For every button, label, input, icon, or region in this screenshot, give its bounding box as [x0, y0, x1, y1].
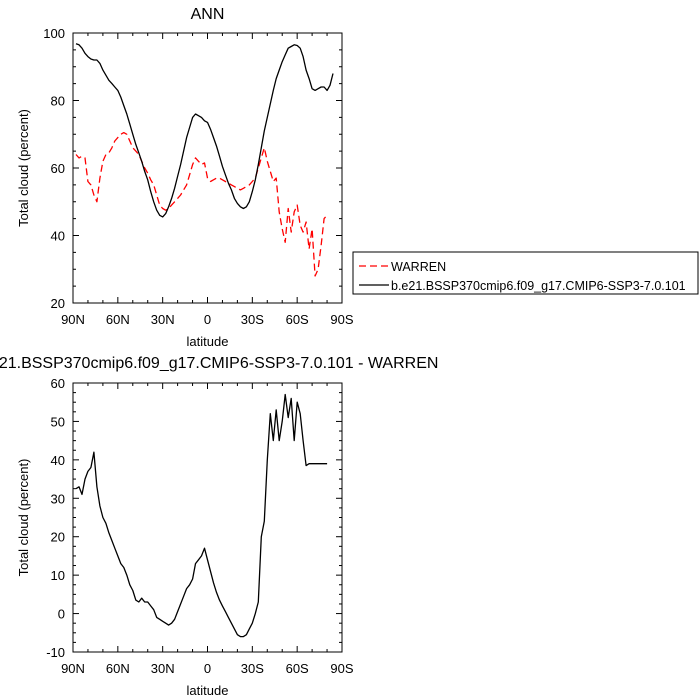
- legend-box: [352, 251, 699, 295]
- x-tick-label: 90S: [330, 312, 353, 327]
- legend-label: b.e21.BSSP370cmip6.f09_g17.CMIP6-SSP3-7.…: [391, 279, 686, 293]
- y-axis-label: Total cloud (percent): [16, 459, 31, 577]
- series-line-2: [75, 43, 334, 218]
- plot-2: b.e21.BSSP370cmip6.f09_g17.CMIP6-SSP3-7.…: [0, 355, 438, 698]
- y-tick-label: 40: [51, 229, 65, 244]
- y-tick-label: 30: [51, 491, 65, 506]
- x-axis-label: latitude: [187, 683, 229, 698]
- y-tick-label: 20: [51, 530, 65, 545]
- y-tick-label: 40: [51, 453, 65, 468]
- legend-label: WARREN: [391, 260, 446, 274]
- y-tick-label: 80: [51, 94, 65, 109]
- y-tick-label: 60: [51, 161, 65, 176]
- x-tick-label: 0: [204, 312, 211, 327]
- x-tick-label: 60S: [286, 661, 309, 676]
- x-tick-label: 0: [204, 661, 211, 676]
- plot-frame: [72, 32, 343, 304]
- y-axis-label: Total cloud (percent): [16, 109, 31, 227]
- x-tick-label: 90N: [61, 661, 85, 676]
- x-tick-label: 30N: [151, 661, 175, 676]
- x-tick-label: 30S: [241, 661, 264, 676]
- x-tick-label: 30S: [241, 312, 264, 327]
- x-tick-label: 90N: [61, 312, 85, 327]
- y-tick-label: 100: [43, 26, 65, 41]
- y-tick-label: 60: [51, 376, 65, 391]
- x-tick-label: 60S: [286, 312, 309, 327]
- plot-title: ANN: [191, 6, 225, 23]
- legend: WARREN b.e21.BSSP370cmip6.f09_g17.CMIP6-S…: [352, 251, 699, 295]
- plot-1: ANN 20 40 60 80 100 90N 60N 30N 0 30S 60S 90S latitud…: [16, 6, 699, 349]
- y-tick-label: -10: [46, 645, 65, 660]
- x-tick-label: 30N: [151, 312, 175, 327]
- x-axis-label: latitude: [187, 334, 229, 349]
- x-tick-label: 90S: [330, 661, 353, 676]
- x-tick-label: 60N: [106, 661, 130, 676]
- y-tick-label: 20: [51, 296, 65, 311]
- plot-title: b.e21.BSSP370cmip6.f09_g17.CMIP6-SSP3-7.…: [0, 355, 438, 372]
- y-tick-label: 10: [51, 568, 65, 583]
- series-line-1: [75, 393, 328, 638]
- y-tick-label: 50: [51, 414, 65, 429]
- x-tick-label: 60N: [106, 312, 130, 327]
- series-line-1: [75, 131, 328, 277]
- y-tick-label: 0: [58, 607, 65, 622]
